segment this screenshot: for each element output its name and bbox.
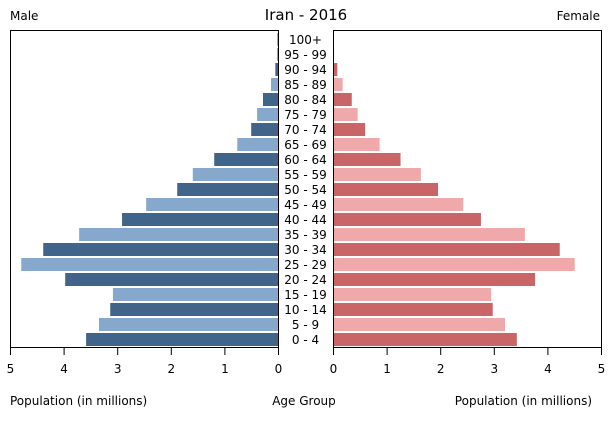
age-label-80-84: 80 - 84 xyxy=(284,93,327,107)
female-label: Female xyxy=(557,9,600,23)
female-bar-85-89 xyxy=(333,78,343,91)
male-x-tick-label: 3 xyxy=(114,362,122,376)
male-bar-55-59 xyxy=(192,168,278,181)
male-bar-45-49 xyxy=(146,198,278,211)
male-x-tick-label: 0 xyxy=(275,362,283,376)
female-bar-35-39 xyxy=(333,228,525,241)
age-label-65-69: 65 - 69 xyxy=(284,138,327,152)
female-bar-70-74 xyxy=(333,123,366,136)
female-bar-15-19 xyxy=(333,288,492,301)
age-label-25-29: 25 - 29 xyxy=(284,258,327,272)
male-bar-75-79 xyxy=(257,108,278,121)
age-label-50-54: 50 - 54 xyxy=(284,183,327,197)
female-bar-0-4 xyxy=(333,333,517,346)
male-x-tick-label: 2 xyxy=(167,362,175,376)
female-bar-20-24 xyxy=(333,273,536,286)
male-bar-85-89 xyxy=(271,78,278,91)
female-bar-80-84 xyxy=(333,93,352,106)
male-bar-40-44 xyxy=(122,213,278,226)
female-bar-45-49 xyxy=(333,198,464,211)
female-x-tick-label: 0 xyxy=(330,362,338,376)
age-label-35-39: 35 - 39 xyxy=(284,228,327,242)
age-label-15-19: 15 - 19 xyxy=(284,288,327,302)
male-bar-0-4 xyxy=(86,333,278,346)
female-x-tick-label: 3 xyxy=(490,362,498,376)
male-bar-15-19 xyxy=(112,288,278,301)
male-bar-20-24 xyxy=(65,273,278,286)
age-label-0-4: 0 - 4 xyxy=(292,333,319,347)
female-plot-frame xyxy=(333,30,602,348)
female-x-tick-label: 4 xyxy=(544,362,552,376)
female-x-tick-label: 2 xyxy=(437,362,445,376)
age-label-20-24: 20 - 24 xyxy=(284,273,327,287)
age-label-70-74: 70 - 74 xyxy=(284,123,327,137)
male-x-axis: 5 4 3 2 1 0 xyxy=(7,347,283,376)
male-bar-70-74 xyxy=(251,123,278,136)
male-bar-60-64 xyxy=(214,153,278,166)
age-label-10-14: 10 - 14 xyxy=(284,303,327,317)
age-label-90-94: 90 - 94 xyxy=(284,63,327,77)
male-bar-95-99 xyxy=(276,48,278,61)
male-x-tick-label: 4 xyxy=(60,362,68,376)
male-bar-5-9 xyxy=(98,318,278,331)
age-label-40-44: 40 - 44 xyxy=(284,213,327,227)
female-bar-30-34 xyxy=(333,243,560,256)
female-bars xyxy=(333,33,575,346)
female-bar-10-14 xyxy=(333,303,493,316)
chart-title: Iran - 2016 xyxy=(265,6,347,24)
age-label-45-49: 45 - 49 xyxy=(284,198,327,212)
female-bar-50-54 xyxy=(333,183,439,196)
female-bar-75-79 xyxy=(333,108,358,121)
female-bar-40-44 xyxy=(333,213,481,226)
female-bar-55-59 xyxy=(333,168,421,181)
female-x-tick-label: 5 xyxy=(598,362,606,376)
age-label-60-64: 60 - 64 xyxy=(284,153,327,167)
age-label-5-9: 5 - 9 xyxy=(292,318,319,332)
male-bar-90-94 xyxy=(275,63,278,76)
female-bar-25-29 xyxy=(333,258,575,271)
age-label-100plus: 100+ xyxy=(289,33,322,47)
male-label: Male xyxy=(10,9,38,23)
male-bar-80-84 xyxy=(262,93,278,106)
female-bar-5-9 xyxy=(333,318,506,331)
female-x-axis: 0 1 2 3 4 5 xyxy=(330,347,606,376)
male-bar-10-14 xyxy=(110,303,279,316)
male-plot-frame xyxy=(10,30,279,348)
age-label-85-89: 85 - 89 xyxy=(284,78,327,92)
male-bar-25-29 xyxy=(21,258,278,271)
male-x-tick-label: 5 xyxy=(7,362,15,376)
female-bar-90-94 xyxy=(333,63,338,76)
male-bars xyxy=(21,33,279,346)
female-x-tick-label: 1 xyxy=(383,362,391,376)
male-bar-35-39 xyxy=(79,228,278,241)
age-label-55-59: 55 - 59 xyxy=(284,168,327,182)
male-x-axis-label: Population (in millions) xyxy=(10,394,147,408)
male-x-tick-label: 1 xyxy=(221,362,229,376)
female-bar-60-64 xyxy=(333,153,401,166)
age-label-30-34: 30 - 34 xyxy=(284,243,327,257)
male-bar-50-54 xyxy=(177,183,278,196)
female-bar-65-69 xyxy=(333,138,380,151)
female-x-axis-label: Population (in millions) xyxy=(455,394,592,408)
age-label-75-79: 75 - 79 xyxy=(284,108,327,122)
age-label-95-99: 95 - 99 xyxy=(284,48,327,62)
age-group-axis-label: Age Group xyxy=(272,394,336,408)
male-bar-100plus xyxy=(277,33,278,46)
male-bar-30-34 xyxy=(43,243,279,256)
male-bar-65-69 xyxy=(237,138,278,151)
